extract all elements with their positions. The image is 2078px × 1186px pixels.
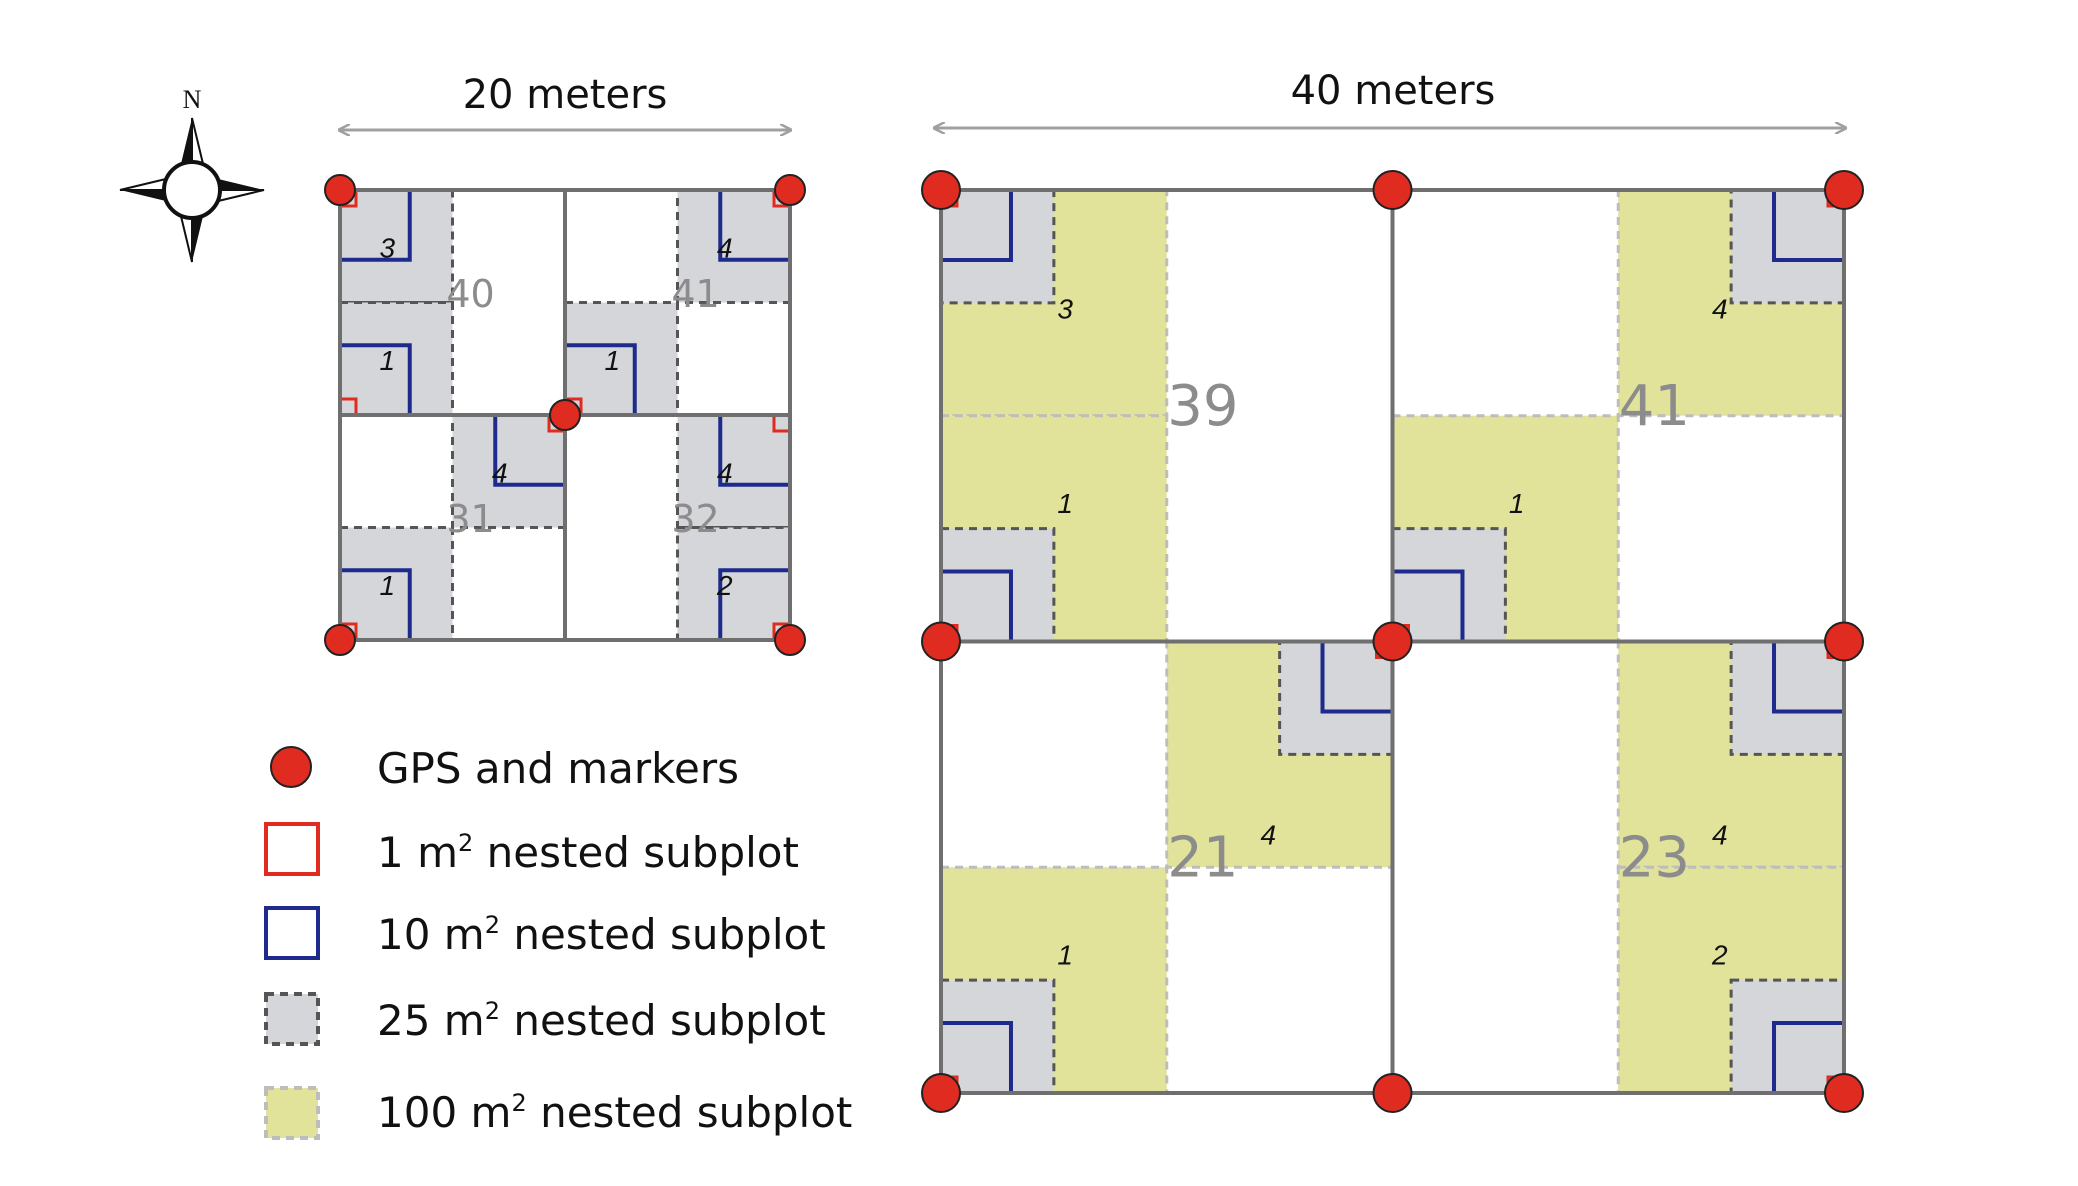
subplot-number: 4 xyxy=(717,458,733,489)
subplot-number: 3 xyxy=(379,233,395,264)
subplot-number: 4 xyxy=(492,458,508,489)
compass-rose-icon xyxy=(119,117,265,263)
large-width-label: 40 meters xyxy=(1291,68,1496,114)
subplot-10m2 xyxy=(1772,641,1844,714)
subplot-number: 4 xyxy=(1712,294,1728,325)
gps-marker xyxy=(921,170,961,210)
subplot-number: 2 xyxy=(1711,939,1728,970)
large-plot-number-21: 21 xyxy=(1167,825,1238,890)
subplot-10m2 xyxy=(340,568,412,640)
subplot-1m2 xyxy=(340,622,358,640)
large-plot-number-23: 23 xyxy=(1619,825,1690,890)
subplot-number: 1 xyxy=(379,345,395,376)
subplot-10m2 xyxy=(565,343,637,415)
subplot-number: 4 xyxy=(717,233,733,264)
subplot-25m2 xyxy=(676,188,792,304)
subplot-number: 1 xyxy=(1057,488,1073,519)
small-width-label: 20 meters xyxy=(463,72,668,118)
subplot-10m2 xyxy=(340,190,412,262)
subplot-1m2 xyxy=(772,190,790,208)
subplot-25m2 xyxy=(939,978,1056,1095)
subplot-25m2 xyxy=(338,526,454,642)
gps-marker xyxy=(1824,170,1864,210)
subplot-number: 3 xyxy=(1057,294,1073,325)
legend-marker-symbol xyxy=(270,746,312,788)
subplot-1m2 xyxy=(340,397,358,415)
legend-label-25m2: 25 m2 nested subplot xyxy=(377,996,826,1045)
gps-marker xyxy=(921,621,961,662)
gps-marker xyxy=(1372,1073,1413,1113)
small-plot-number-32: 32 xyxy=(671,497,719,541)
subplot-10m2 xyxy=(1772,1021,1844,1093)
gps-marker xyxy=(324,624,356,656)
subplot-10m2 xyxy=(1392,569,1465,642)
legend: GPS and markers 1 m2 nested subplot 10 m… xyxy=(264,744,852,1140)
legend-1m2-symbol xyxy=(264,822,320,876)
subplot-10m2 xyxy=(1320,641,1393,714)
subplot-number: 1 xyxy=(1057,939,1073,970)
gps-marker xyxy=(921,1073,961,1113)
subplot-10m2 xyxy=(718,190,790,262)
gps-marker xyxy=(1372,621,1413,662)
gps-marker xyxy=(324,174,356,206)
subplot-1m2 xyxy=(565,397,583,415)
subplot-number: 1 xyxy=(604,345,620,376)
gps-marker xyxy=(1824,1073,1864,1113)
large-plot-number-39: 39 xyxy=(1167,374,1238,439)
subplot-number: 1 xyxy=(1509,488,1525,519)
subplot-25m2 xyxy=(563,301,679,417)
gps-marker xyxy=(549,399,581,431)
subplot-10m2 xyxy=(941,569,1013,642)
subplot-10m2 xyxy=(718,568,790,640)
subplot-1m2 xyxy=(340,190,358,208)
subplot-number: 2 xyxy=(716,570,733,601)
gps-marker xyxy=(1372,170,1413,210)
subplot-25m2 xyxy=(338,188,454,304)
legend-label-1m2: 1 m2 nested subplot xyxy=(377,828,799,877)
small-plot-number-41: 41 xyxy=(671,272,719,316)
subplot-number: 4 xyxy=(1712,820,1728,851)
legend-100m2-symbol xyxy=(264,1086,320,1140)
subplot-number: 4 xyxy=(1261,820,1277,851)
legend-label-10m2: 10 m2 nested subplot xyxy=(377,910,826,959)
subplot-25m2 xyxy=(1729,640,1846,756)
legend-label-gps: GPS and markers xyxy=(377,744,739,793)
north-label: N xyxy=(183,85,202,114)
legend-25m2-symbol xyxy=(264,992,320,1046)
legend-label-100m2: 100 m2 nested subplot xyxy=(377,1088,852,1137)
subplot-1m2 xyxy=(772,622,790,640)
gps-marker xyxy=(1824,621,1864,662)
subplot-1m2 xyxy=(772,415,790,433)
subplot-10m2 xyxy=(493,415,565,487)
subplot-10m2 xyxy=(718,415,790,487)
subplot-number: 1 xyxy=(379,570,395,601)
subplot-10m2 xyxy=(340,343,412,415)
gps-marker xyxy=(774,174,806,206)
subplot-1m2 xyxy=(547,415,565,433)
small-plot-number-40: 40 xyxy=(446,272,494,316)
subplot-25m2 xyxy=(1278,640,1394,756)
subplot-10m2 xyxy=(941,1021,1013,1093)
gps-marker xyxy=(774,624,806,656)
subplot-25m2 xyxy=(1729,188,1846,305)
subplot-10m2 xyxy=(941,190,1013,262)
legend-10m2-symbol xyxy=(264,906,320,960)
small-plot-number-31: 31 xyxy=(446,497,494,541)
subplot-10m2 xyxy=(1772,190,1844,262)
large-plot-number-41: 41 xyxy=(1619,374,1690,439)
subplot-25m2 xyxy=(1391,527,1507,643)
